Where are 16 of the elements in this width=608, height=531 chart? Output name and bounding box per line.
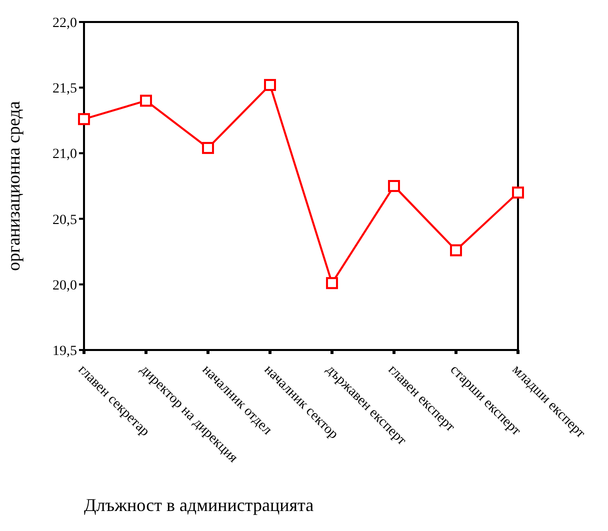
point [326,277,338,290]
point [78,113,90,126]
point [202,142,214,154]
y-tick-label: 21,0 [52,147,77,162]
y-tick-label: 22,0 [52,16,77,31]
point [388,180,400,192]
point [512,186,524,199]
point [264,78,276,91]
y-tick-label: 19,5 [52,344,77,359]
y-axis-title: организационна среда [3,101,24,271]
y-tick-label: 20,5 [52,212,77,228]
y-tick-label: 20,0 [52,278,77,294]
x-axis-title: Длъжност в администрацията [84,495,314,515]
point [450,244,462,256]
point [140,94,152,107]
y-tick-label: 21,5 [52,82,77,97]
